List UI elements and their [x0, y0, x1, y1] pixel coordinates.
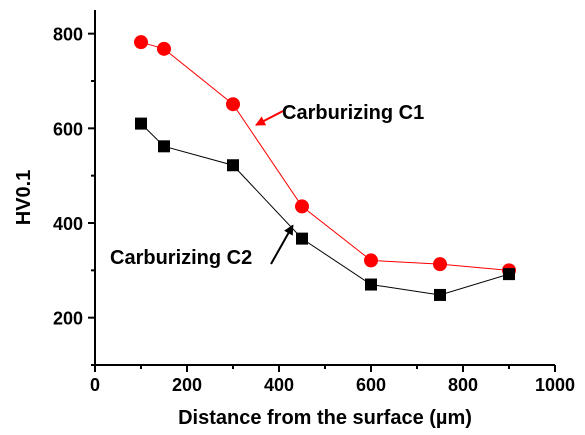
x-tick-label: 400	[264, 375, 294, 395]
arrow-c2	[270, 224, 294, 265]
y-tick-label: 800	[53, 25, 83, 45]
data-point-c2	[158, 140, 170, 153]
series-line-c1	[140, 41, 510, 271]
data-point-c1	[433, 257, 447, 272]
x-tick-label: 0	[90, 375, 100, 395]
x-axis-label: Distance from the surface (µm)	[178, 407, 472, 429]
data-point-c2	[434, 288, 446, 301]
data-point-c2	[365, 278, 377, 291]
y-tick-label: 200	[53, 309, 83, 329]
data-point-c1	[134, 35, 148, 50]
data-point-c2	[227, 159, 239, 172]
series-label-c1: Carburizing C1	[282, 102, 424, 124]
x-tick-label: 600	[356, 375, 386, 395]
y-ticks: 200 400 600 800	[53, 25, 95, 366]
y-tick-label: 600	[53, 119, 83, 139]
x-ticks: 0 200 400 600 800 1000	[90, 365, 575, 395]
data-point-c2	[135, 117, 147, 130]
data-point-c1	[157, 41, 171, 56]
data-point-c1	[364, 253, 378, 268]
plot-area	[134, 35, 516, 301]
y-axis-label: HV0.1	[13, 170, 35, 226]
axes: 0 200 400 600 800 1000 200 400 600 800	[53, 10, 575, 395]
data-point-c1	[226, 97, 240, 112]
data-point-c2	[503, 268, 515, 281]
data-point-c1	[295, 199, 309, 214]
series-line-c2	[140, 123, 510, 296]
x-tick-label: 200	[172, 375, 202, 395]
y-tick-label: 400	[53, 214, 83, 234]
data-point-c2	[296, 232, 308, 245]
arrow-c1	[255, 110, 284, 126]
x-tick-label: 1000	[535, 375, 575, 395]
x-tick-label: 800	[448, 375, 478, 395]
series-label-c2: Carburizing C2	[110, 247, 252, 269]
